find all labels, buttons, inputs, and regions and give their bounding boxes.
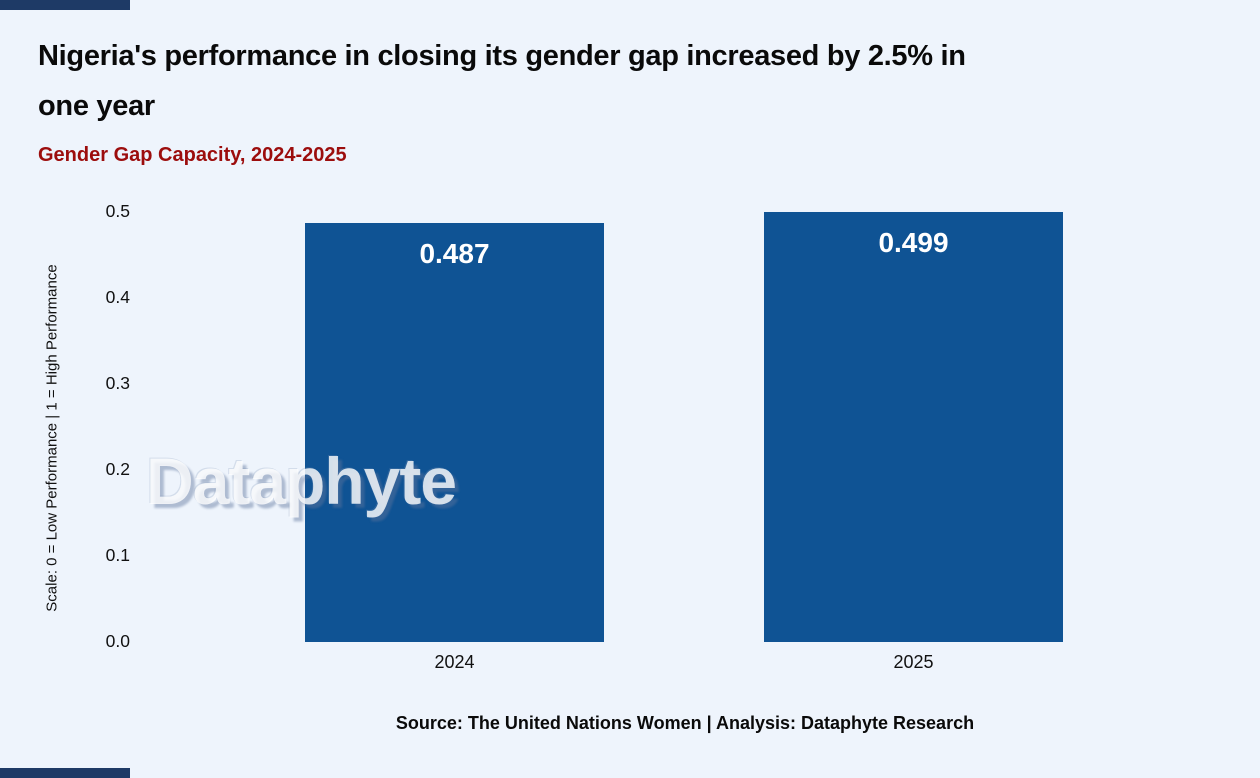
y-tick-label: 0.2	[105, 458, 130, 479]
source-note: Source: The United Nations Women | Analy…	[395, 713, 975, 733]
accent-strip-bottom	[0, 768, 130, 778]
bar-value-label: 0.487	[419, 238, 490, 269]
bar-value-label: 0.499	[878, 227, 949, 258]
bar-2025: 0.499	[764, 212, 1063, 642]
x-tick-label-2024: 2024	[434, 652, 475, 672]
y-tick-label: 0.1	[105, 544, 130, 565]
y-tick-label: 0.3	[105, 372, 130, 393]
y-tick-label: 0.4	[105, 286, 130, 307]
accent-strip-top	[0, 0, 130, 10]
y-tick-label: 0.5	[105, 200, 130, 221]
x-tick-label-2025: 2025	[893, 652, 934, 672]
y-axis-title: Scale: 0 = Low Performance | 1 = High Pe…	[43, 264, 61, 612]
bar-2024: 0.487	[305, 223, 604, 642]
chart-subtitle: Gender Gap Capacity, 2024-2025	[38, 144, 347, 166]
y-tick-label: 0.0	[105, 631, 130, 651]
chart-title: Nigeria's performance in closing its gen…	[38, 40, 966, 122]
